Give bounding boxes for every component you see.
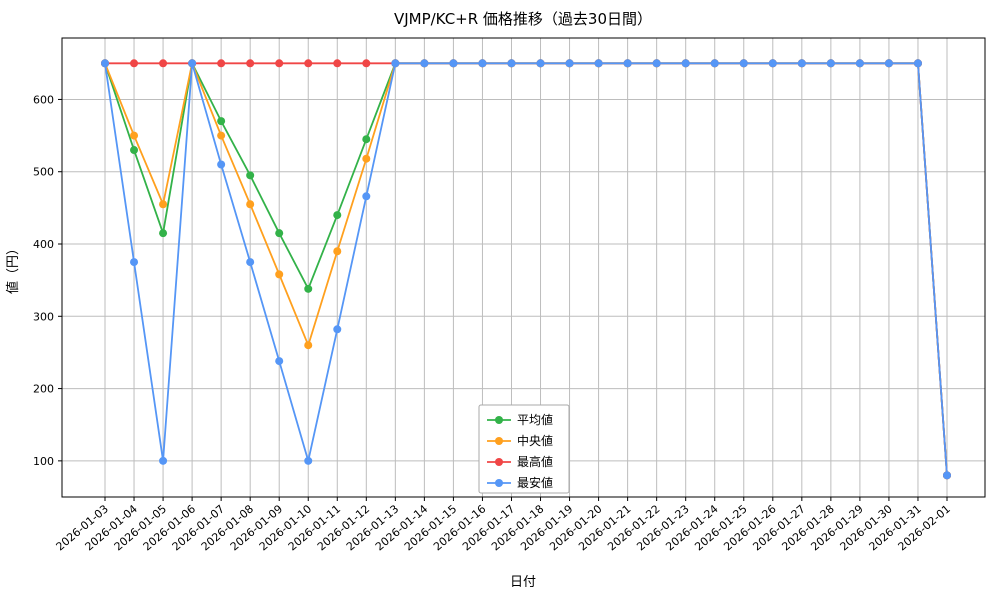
data-point-marker [333,59,342,68]
data-point-marker [855,59,864,68]
legend-label: 中央値 [517,433,553,448]
x-axis-label: 日付 [510,575,536,590]
data-point-marker [362,59,371,68]
data-point-marker [304,341,313,350]
data-point-marker [333,325,342,334]
data-point-marker [710,59,719,68]
data-point-marker [304,59,313,68]
data-point-marker [623,59,632,68]
data-point-marker [217,160,226,169]
data-point-marker [913,59,922,68]
y-tick-label: 100 [33,455,54,468]
data-point-marker [826,59,835,68]
plot-area: 1002003004005006002026-01-032026-01-0420… [33,37,986,553]
data-point-marker [739,59,748,68]
legend-marker [495,416,503,424]
y-tick-label: 400 [33,238,54,251]
y-tick-label: 300 [33,310,54,323]
data-point-marker [333,247,342,256]
data-point-marker [217,117,226,126]
data-point-marker [130,59,139,68]
data-point-marker [217,59,226,68]
data-point-marker [449,59,458,68]
y-axis-label: 値（円） [5,242,21,294]
data-point-marker [275,229,284,238]
data-point-marker [362,135,371,144]
chart-title: VJMP/KC+R 価格推移（過去30日間） [394,10,652,28]
data-point-marker [768,59,777,68]
data-point-marker [275,270,284,279]
data-point-marker [681,59,690,68]
data-point-marker [246,258,255,267]
legend-marker [495,437,503,445]
data-point-marker [304,456,313,465]
y-tick-label: 500 [33,166,54,179]
data-point-marker [159,59,168,68]
y-tick-label: 600 [33,93,54,106]
series-line [101,59,951,480]
data-point-marker [101,59,109,68]
plot-border [61,37,986,498]
data-point-marker [565,59,574,68]
data-point-marker [507,59,516,68]
data-point-marker [797,59,806,68]
data-point-marker [188,59,197,68]
data-point-marker [159,200,168,209]
data-point-marker [275,357,284,366]
data-point-marker [275,59,284,68]
data-point-marker [362,154,371,163]
data-point-marker [943,471,951,480]
data-point-marker [594,59,603,68]
data-point-marker [159,229,168,238]
data-point-marker [884,59,893,68]
data-point-marker [130,258,139,267]
data-point-marker [333,211,342,220]
data-point-marker [246,59,255,68]
y-tick-label: 200 [33,383,54,396]
data-point-marker [130,146,139,155]
data-point-marker [159,456,168,465]
data-point-marker [246,200,255,209]
data-point-marker [420,59,429,68]
data-point-marker [246,171,255,180]
data-point-marker [652,59,661,68]
data-point-marker [362,192,371,201]
legend-marker [495,479,503,487]
data-point-marker [536,59,545,68]
legend-marker [495,458,503,466]
data-point-marker [391,59,400,68]
legend-label: 平均値 [517,412,553,427]
data-point-marker [217,131,226,140]
data-point-marker [304,284,313,293]
data-point-marker [478,59,487,68]
data-point-marker [130,131,139,140]
legend-label: 最高値 [517,454,553,469]
legend-label: 最安値 [517,475,553,490]
